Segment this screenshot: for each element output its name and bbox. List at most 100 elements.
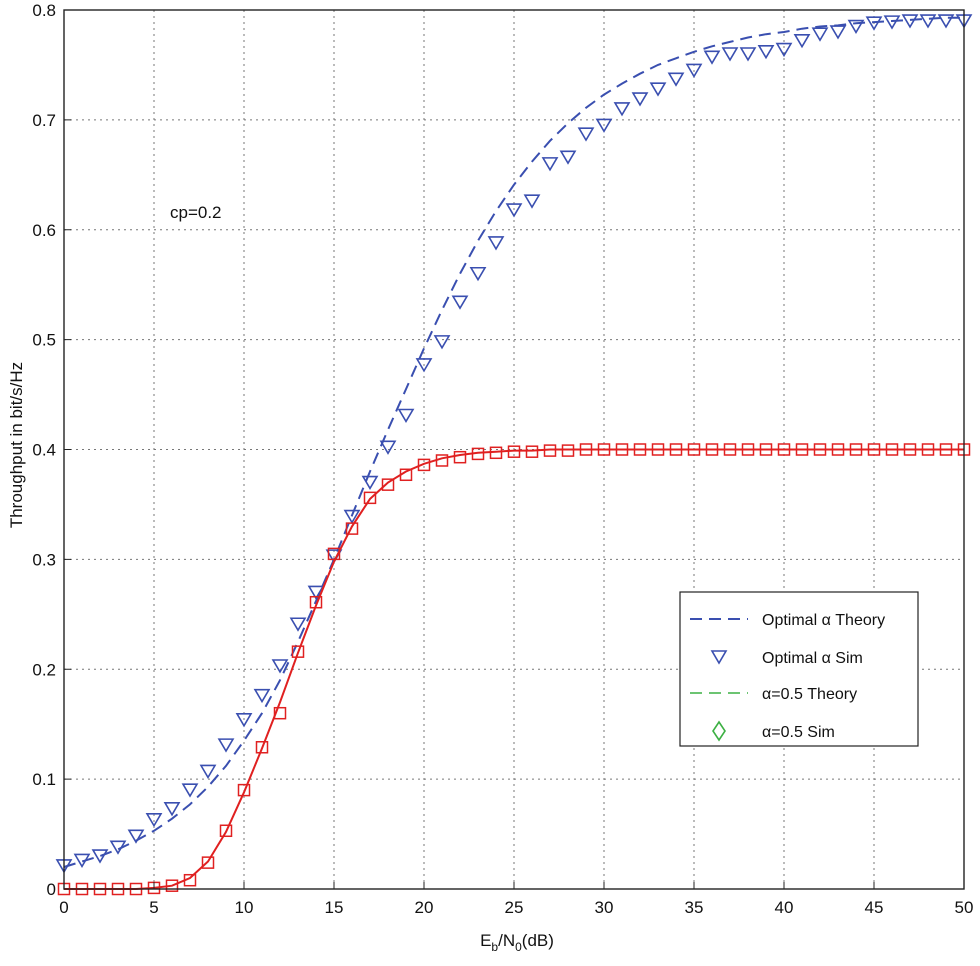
- marker-alpha-sim-30: [597, 443, 611, 456]
- marker-optimal-sim-32: [631, 92, 649, 107]
- marker-optimal-sim-5: [145, 813, 163, 828]
- y-tick-label-0.4: 0.4: [32, 441, 56, 460]
- marker-alpha-sim-26: [525, 445, 539, 458]
- y-tick-label-0.2: 0.2: [32, 660, 56, 679]
- marker-optimal-sim-36: [703, 50, 721, 65]
- marker-optimal-sim-12: [271, 659, 289, 674]
- axis-ticks: 0 5 10 15 20 25 30 35 40 45 50 0 0.1 0.2 0.3 0.4 0.5 0.6 0…: [32, 1, 973, 917]
- marker-optimal-sim-37: [721, 47, 739, 62]
- legend-box: [679, 591, 919, 747]
- x-axis-label-sub1: b: [491, 940, 498, 954]
- x-tick-label-30: 30: [595, 898, 614, 917]
- marker-optimal-sim-10: [235, 713, 253, 728]
- marker-alpha-sim-41: [795, 443, 809, 456]
- marker-optimal-sim-20: [415, 358, 433, 373]
- marker-alpha-sim-32: [633, 443, 647, 456]
- marker-alpha-sim-8: [201, 856, 215, 869]
- marker-alpha-sim-11: [255, 741, 269, 754]
- marker-optimal-sim-49: [937, 14, 955, 29]
- legend-label-alpha-theory: α=0.5 Theory: [762, 686, 857, 703]
- x-axis-label-tail: (dB): [522, 931, 554, 950]
- marker-alpha-sim-9: [219, 824, 233, 838]
- marker-alpha-sim-48: [921, 443, 935, 456]
- legend-swatch-optimal-sim: [710, 650, 728, 665]
- marker-optimal-sim-42: [811, 27, 829, 42]
- marker-alpha-sim-34: [669, 443, 683, 456]
- x-tick-label-25: 25: [505, 898, 524, 917]
- marker-optimal-sim-17: [361, 475, 379, 490]
- y-tick-label-0.8: 0.8: [32, 1, 56, 20]
- marker-alpha-sim-28: [561, 444, 575, 457]
- marker-alpha-sim-18: [381, 478, 395, 491]
- y-tick-label-0: 0: [47, 880, 56, 899]
- marker-optimal-sim-7: [181, 783, 199, 798]
- marker-optimal-sim-6: [163, 802, 181, 817]
- marker-alpha-sim-33: [651, 443, 665, 456]
- marker-alpha-sim-49: [939, 443, 953, 456]
- x-tick-label-45: 45: [865, 898, 884, 917]
- marker-optimal-sim-35: [685, 63, 703, 78]
- marker-optimal-sim-40: [775, 42, 793, 58]
- legend-swatch-alpha-sim: [712, 720, 726, 742]
- y-tick-label-0.6: 0.6: [32, 221, 56, 240]
- x-tick-label-50: 50: [955, 898, 974, 917]
- marker-optimal-sim-31: [613, 102, 631, 117]
- marker-alpha-sim-42: [813, 443, 827, 456]
- marker-alpha-sim-7: [183, 873, 197, 887]
- marker-optimal-sim-9: [217, 738, 235, 753]
- series-layer: [55, 14, 973, 896]
- legend-label-optimal-theory: Optimal α Theory: [762, 612, 885, 629]
- marker-alpha-sim-24: [489, 446, 503, 460]
- marker-optimal-sim-43: [829, 25, 847, 40]
- marker-optimal-sim-28: [559, 150, 577, 165]
- marker-alpha-sim-15: [327, 547, 341, 561]
- x-axis-label-main: E: [480, 931, 491, 950]
- legend-label-alpha-sim: α=0.5 Sim: [762, 724, 835, 741]
- marker-optimal-sim-11: [253, 688, 271, 704]
- marker-optimal-sim-3: [109, 840, 127, 855]
- marker-alpha-sim-43: [831, 443, 845, 456]
- marker-optimal-sim-8: [199, 764, 217, 779]
- marker-alpha-sim-31: [615, 443, 629, 456]
- marker-optimal-sim-26: [523, 194, 541, 209]
- marker-alpha-sim-12: [273, 706, 287, 720]
- legend-label-optimal-sim: Optimal α Sim: [762, 650, 863, 667]
- marker-alpha-sim-47: [903, 443, 917, 456]
- marker-alpha-sim-44: [849, 443, 863, 456]
- marker-optimal-sim-2: [91, 849, 109, 864]
- x-tick-label-15: 15: [325, 898, 344, 917]
- x-axis-label: Eb/N0(dB): [480, 931, 554, 954]
- marker-optimal-sim-33: [649, 82, 667, 97]
- marker-alpha-sim-14: [309, 595, 323, 609]
- marker-alpha-sim-16: [345, 522, 359, 535]
- x-tick-label-40: 40: [775, 898, 794, 917]
- marker-alpha-sim-13: [291, 645, 305, 658]
- marker-alpha-sim-19: [399, 468, 413, 482]
- marker-alpha-sim-21: [435, 454, 449, 467]
- x-tick-label-10: 10: [235, 898, 254, 917]
- x-tick-label-5: 5: [149, 898, 158, 917]
- marker-optimal-sim-1: [73, 853, 91, 868]
- marker-alpha-sim-23: [471, 447, 485, 461]
- cp-annotation: cp=0.2: [170, 203, 222, 222]
- marker-optimal-sim-18: [379, 440, 397, 455]
- marker-alpha-sim-22: [453, 450, 467, 464]
- x-axis-label-sub2: 0: [515, 940, 522, 954]
- marker-optimal-sim-29: [577, 127, 595, 142]
- marker-alpha-sim-10: [237, 783, 251, 797]
- series-optimal-alpha-theory: [63, 16, 964, 868]
- marker-optimal-sim-48: [919, 14, 937, 29]
- marker-optimal-sim-21: [433, 335, 451, 350]
- marker-optimal-sim-25: [505, 203, 523, 218]
- y-axis-label: Throughput in bit/s/Hz: [7, 362, 26, 528]
- marker-alpha-sim-37: [723, 443, 737, 456]
- marker-alpha-sim-36: [705, 443, 719, 456]
- marker-alpha-sim-17: [363, 491, 377, 505]
- y-tick-label-0.1: 0.1: [32, 770, 56, 789]
- x-tick-label-35: 35: [685, 898, 704, 917]
- marker-alpha-sim-39: [759, 443, 773, 456]
- y-tick-label-0.5: 0.5: [32, 331, 56, 350]
- marker-optimal-sim-46: [883, 15, 901, 30]
